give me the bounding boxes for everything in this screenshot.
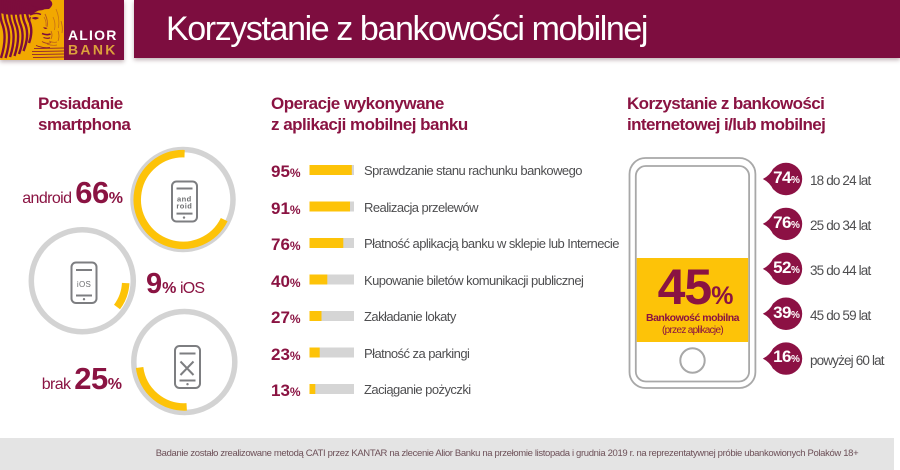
svg-text:iOS: iOS [77,280,91,289]
svg-text:roid: roid [176,201,192,210]
svg-text:BANK: BANK [68,42,118,58]
svg-text:and: and [177,195,192,204]
svg-text:ALIOR: ALIOR [68,27,118,43]
